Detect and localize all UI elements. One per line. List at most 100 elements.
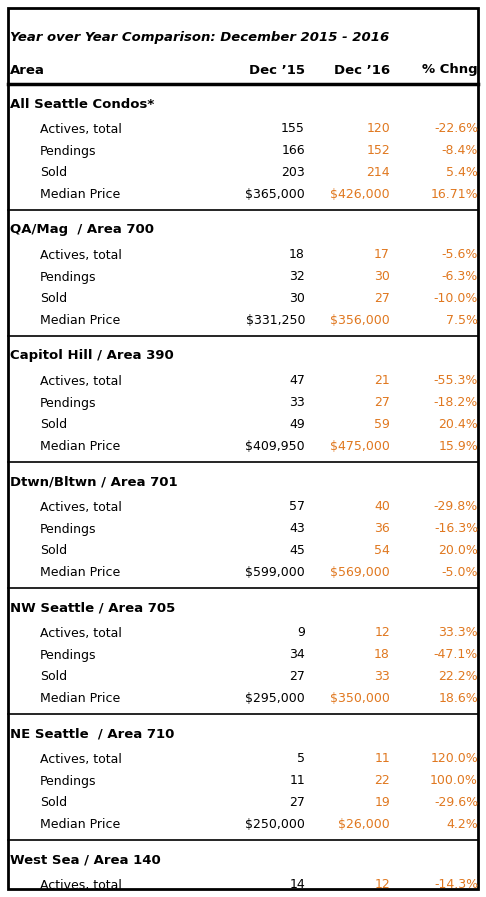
Text: Actives, total: Actives, total xyxy=(40,753,122,765)
Text: All Seattle Condos*: All Seattle Condos* xyxy=(10,98,154,110)
Text: 12: 12 xyxy=(374,626,390,640)
Text: 152: 152 xyxy=(366,144,390,158)
Text: Area: Area xyxy=(10,64,45,76)
Text: 12: 12 xyxy=(374,878,390,892)
Text: 47: 47 xyxy=(289,375,305,388)
Text: $365,000: $365,000 xyxy=(245,188,305,202)
Text: -16.3%: -16.3% xyxy=(434,522,478,536)
Text: 54: 54 xyxy=(374,544,390,558)
Text: Median Price: Median Price xyxy=(40,818,120,832)
Text: Pendings: Pendings xyxy=(40,522,97,536)
Text: 16.71%: 16.71% xyxy=(431,188,478,202)
Text: -5.0%: -5.0% xyxy=(441,567,478,579)
Text: Pendings: Pendings xyxy=(40,649,97,661)
Text: Median Price: Median Price xyxy=(40,440,120,454)
Text: $426,000: $426,000 xyxy=(330,188,390,202)
Text: $295,000: $295,000 xyxy=(245,692,305,706)
Text: 18: 18 xyxy=(289,248,305,262)
Text: Pendings: Pendings xyxy=(40,774,97,788)
Text: 40: 40 xyxy=(374,501,390,513)
Text: 20.0%: 20.0% xyxy=(438,544,478,558)
Text: Dtwn/Bltwn / Area 701: Dtwn/Bltwn / Area 701 xyxy=(10,475,177,489)
Text: $331,250: $331,250 xyxy=(245,315,305,327)
Text: 33: 33 xyxy=(374,670,390,684)
Text: Dec ’15: Dec ’15 xyxy=(249,64,305,76)
Text: -29.8%: -29.8% xyxy=(434,501,478,513)
Text: -29.6%: -29.6% xyxy=(434,797,478,809)
Text: 11: 11 xyxy=(374,753,390,765)
Text: 5.4%: 5.4% xyxy=(446,167,478,179)
Text: 7.5%: 7.5% xyxy=(446,315,478,327)
Text: -22.6%: -22.6% xyxy=(434,123,478,135)
Text: Median Price: Median Price xyxy=(40,315,120,327)
Text: Sold: Sold xyxy=(40,544,67,558)
Text: -5.6%: -5.6% xyxy=(442,248,478,262)
Text: 20.4%: 20.4% xyxy=(438,419,478,431)
Text: Median Price: Median Price xyxy=(40,188,120,202)
Text: $350,000: $350,000 xyxy=(330,692,390,706)
Text: Sold: Sold xyxy=(40,292,67,306)
Text: 155: 155 xyxy=(281,123,305,135)
Text: $599,000: $599,000 xyxy=(245,567,305,579)
Text: $569,000: $569,000 xyxy=(330,567,390,579)
Text: 14: 14 xyxy=(289,878,305,892)
Text: 30: 30 xyxy=(374,271,390,283)
Text: West Sea / Area 140: West Sea / Area 140 xyxy=(10,854,161,867)
Text: -55.3%: -55.3% xyxy=(434,375,478,388)
Text: Dec ’16: Dec ’16 xyxy=(334,64,390,76)
Text: Median Price: Median Price xyxy=(40,567,120,579)
Text: 27: 27 xyxy=(374,396,390,410)
Text: % Chng: % Chng xyxy=(422,64,478,76)
Text: -10.0%: -10.0% xyxy=(434,292,478,306)
Text: 21: 21 xyxy=(374,375,390,388)
Text: 36: 36 xyxy=(374,522,390,536)
Text: 27: 27 xyxy=(289,670,305,684)
Text: 49: 49 xyxy=(289,419,305,431)
Text: 57: 57 xyxy=(289,501,305,513)
Text: 5: 5 xyxy=(297,753,305,765)
Text: 18: 18 xyxy=(374,649,390,661)
Text: 100.0%: 100.0% xyxy=(430,774,478,788)
Text: NE Seattle  / Area 710: NE Seattle / Area 710 xyxy=(10,727,174,741)
Text: Year over Year Comparison: December 2015 - 2016: Year over Year Comparison: December 2015… xyxy=(10,30,389,43)
Text: Pendings: Pendings xyxy=(40,396,97,410)
Text: Actives, total: Actives, total xyxy=(40,123,122,135)
Text: Median Price: Median Price xyxy=(40,692,120,706)
Text: 33.3%: 33.3% xyxy=(438,626,478,640)
Text: 45: 45 xyxy=(289,544,305,558)
Text: Sold: Sold xyxy=(40,419,67,431)
Text: 33: 33 xyxy=(289,396,305,410)
Text: 19: 19 xyxy=(374,797,390,809)
Text: 11: 11 xyxy=(289,774,305,788)
Text: Sold: Sold xyxy=(40,167,67,179)
Text: $250,000: $250,000 xyxy=(245,818,305,832)
Text: $475,000: $475,000 xyxy=(330,440,390,454)
Text: Capitol Hill / Area 390: Capitol Hill / Area 390 xyxy=(10,350,174,362)
Text: NW Seattle / Area 705: NW Seattle / Area 705 xyxy=(10,602,175,614)
Text: 32: 32 xyxy=(289,271,305,283)
Text: Actives, total: Actives, total xyxy=(40,248,122,262)
Text: Pendings: Pendings xyxy=(40,271,97,283)
Text: QA/Mag  / Area 700: QA/Mag / Area 700 xyxy=(10,223,154,237)
Text: -14.3%: -14.3% xyxy=(434,878,478,892)
Text: 34: 34 xyxy=(289,649,305,661)
Text: 15.9%: 15.9% xyxy=(438,440,478,454)
Text: 27: 27 xyxy=(289,797,305,809)
Text: 22.2%: 22.2% xyxy=(438,670,478,684)
Text: 214: 214 xyxy=(366,167,390,179)
Text: -8.4%: -8.4% xyxy=(442,144,478,158)
Text: $356,000: $356,000 xyxy=(330,315,390,327)
Text: 22: 22 xyxy=(374,774,390,788)
Text: -47.1%: -47.1% xyxy=(434,649,478,661)
Text: 43: 43 xyxy=(289,522,305,536)
Text: -6.3%: -6.3% xyxy=(442,271,478,283)
Text: Pendings: Pendings xyxy=(40,144,97,158)
Text: Actives, total: Actives, total xyxy=(40,878,122,892)
Text: Sold: Sold xyxy=(40,797,67,809)
Text: Actives, total: Actives, total xyxy=(40,626,122,640)
Text: -18.2%: -18.2% xyxy=(434,396,478,410)
Text: 30: 30 xyxy=(289,292,305,306)
Text: 203: 203 xyxy=(281,167,305,179)
Text: Actives, total: Actives, total xyxy=(40,375,122,388)
Text: 18.6%: 18.6% xyxy=(438,692,478,706)
